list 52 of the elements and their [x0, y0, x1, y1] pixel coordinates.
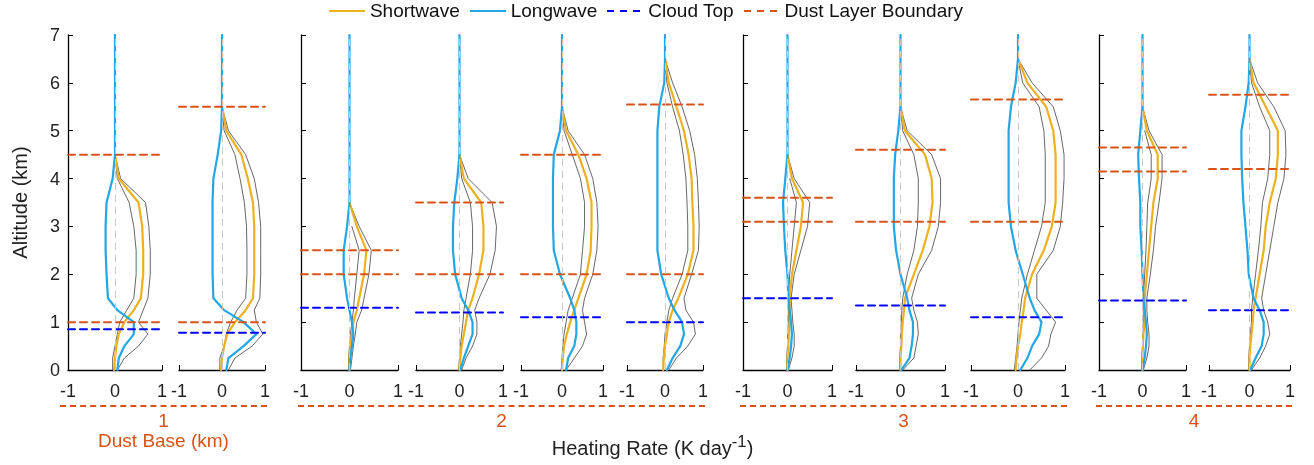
- x-tick-label: 1: [826, 381, 838, 401]
- y-tick-label: 4: [49, 168, 60, 189]
- y-tick-label: 1: [49, 312, 60, 333]
- x-tick-label: 0: [1244, 381, 1255, 401]
- x-tick-label: -1: [292, 381, 310, 401]
- y-tick-label: 7: [49, 25, 60, 45]
- y-tick-label: 6: [49, 72, 60, 93]
- x-tick-label: 0: [109, 381, 121, 401]
- y-tick-label: 5: [49, 120, 60, 141]
- x-tick-label: 1: [1180, 381, 1192, 401]
- legend-label: Longwave: [510, 0, 598, 22]
- text: 3: [897, 410, 910, 431]
- y-tick-label: 0: [49, 360, 60, 380]
- x-tick-label: 0: [782, 381, 793, 401]
- text: 2: [495, 410, 508, 431]
- x-tick-label: -1: [407, 381, 425, 401]
- y-tick-label: 3: [49, 216, 60, 237]
- x-tick-label: -1: [1090, 381, 1108, 401]
- legend-label: Shortwave: [369, 0, 460, 22]
- x-tick-label: 0: [1137, 381, 1148, 401]
- x-tick-label: 1: [939, 381, 951, 401]
- x-tick-label: 0: [556, 381, 568, 401]
- text: 1: [157, 410, 170, 431]
- x-tick-label: 0: [1012, 381, 1024, 401]
- x-tick-label: 0: [895, 381, 906, 401]
- x-tick-label: 1: [697, 381, 709, 401]
- x-tick-label: -1: [962, 381, 980, 401]
- x-tick-label: -1: [734, 381, 752, 401]
- legend-label: Dust Layer Boundary: [784, 0, 964, 22]
- x-tick-label: -1: [847, 381, 865, 401]
- x-axis-title: Heating Rate (K day$^{-1}$): [550, 432, 755, 460]
- text: Dust Base (km): [97, 430, 230, 451]
- x-tick-label: -1: [59, 381, 77, 401]
- x-tick-label: 0: [454, 381, 465, 401]
- y-axis-title: Altitude (km): [9, 146, 31, 259]
- x-tick-label: 1: [1059, 381, 1071, 401]
- x-tick-label: -1: [1200, 381, 1218, 401]
- x-tick-label: 1: [1284, 381, 1296, 401]
- x-tick-label: 1: [156, 381, 168, 401]
- x-tick-label: -1: [512, 381, 530, 401]
- x-tick-label: 0: [659, 381, 671, 401]
- x-tick-label: -1: [170, 381, 188, 401]
- text: 4: [1187, 410, 1201, 431]
- x-tick-label: -1: [618, 381, 636, 401]
- x-tick-label: 0: [216, 381, 228, 401]
- x-tick-label: 1: [497, 381, 509, 401]
- x-tick-label: 1: [259, 381, 271, 401]
- x-tick-label: 0: [344, 381, 355, 401]
- y-tick-label: 2: [49, 264, 60, 285]
- x-tick-label: 1: [392, 381, 404, 401]
- legend-label: Cloud Top: [648, 0, 734, 22]
- x-tick-label: 1: [597, 381, 609, 401]
